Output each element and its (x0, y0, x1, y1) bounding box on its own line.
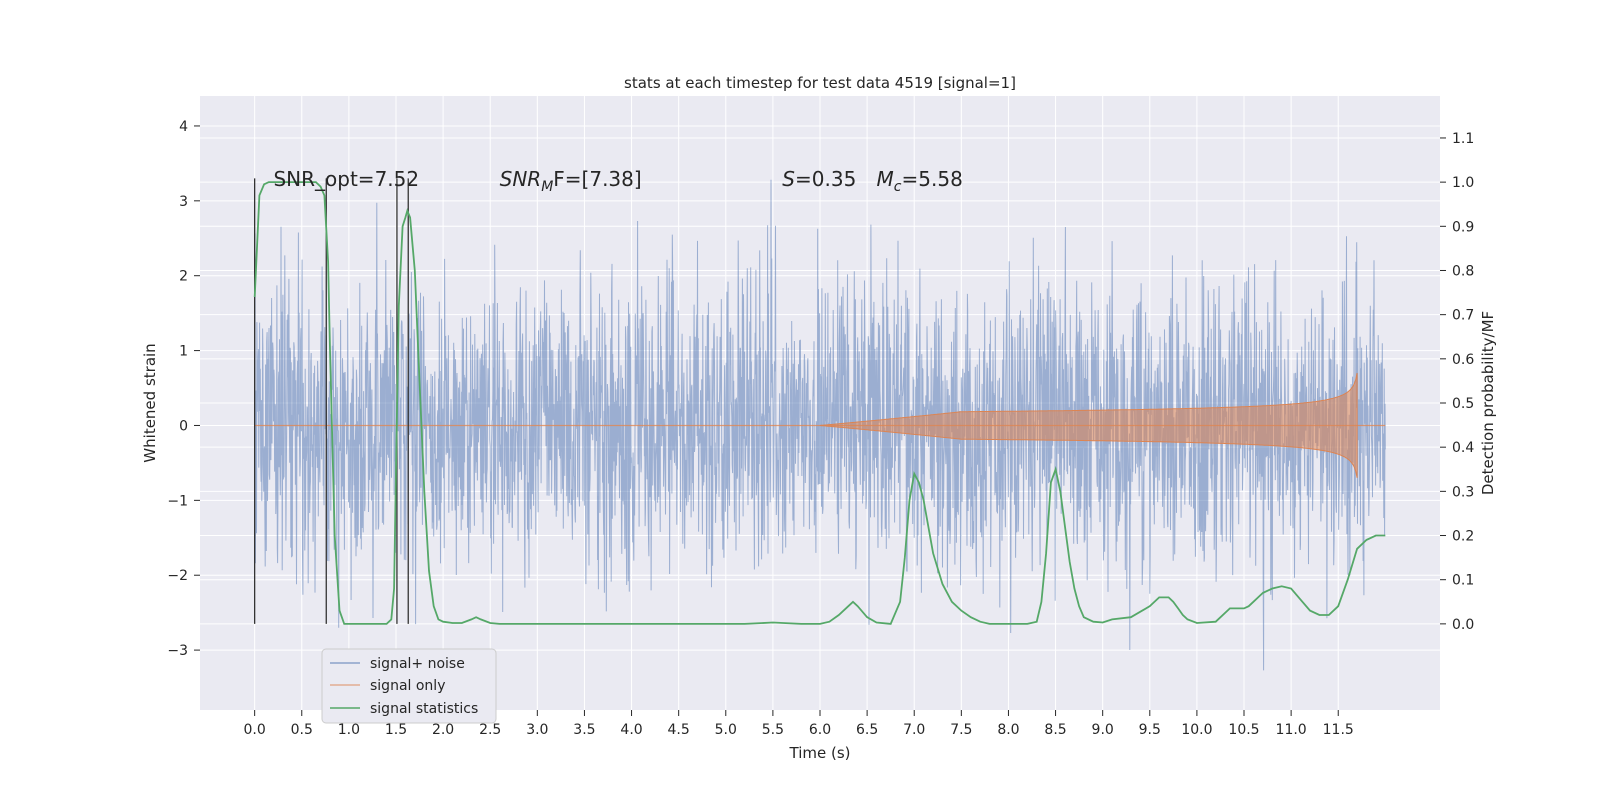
x-tick-label-8: 4.0 (620, 722, 642, 738)
y2-tick-label-11: 1.1 (1452, 131, 1474, 147)
x-tick-label-12: 6.0 (809, 722, 831, 738)
x-tick-label-10: 5.0 (715, 722, 737, 738)
x-axis: 0.0 0.5 1.0 1.5 2.0 2.5 3.0 3.5 4.0 4.5 5.0 5.5 6.0 6… (244, 710, 1354, 738)
signal-series (254, 372, 1386, 479)
x-tick-label-3: 1.5 (385, 722, 407, 738)
x-tick-label-14: 7.0 (903, 722, 925, 738)
y-tick-label-3: 0 (179, 418, 188, 434)
x-tick-label-21: 10.5 (1228, 722, 1259, 738)
x-tick-label-4: 2.0 (432, 722, 454, 738)
chart-title: stats at each timestep for test data 451… (624, 74, 1016, 92)
x-tick-label-19: 9.5 (1139, 722, 1161, 738)
statistics-line (253, 181, 1386, 625)
x-tick-label-1: 0.5 (291, 722, 313, 738)
x-tick-label-2: 1.0 (338, 722, 360, 738)
x-tick-label-5: 2.5 (479, 722, 501, 738)
y2-tick-label-2: 0.2 (1452, 529, 1474, 545)
x-tick-label-22: 11.0 (1276, 722, 1307, 738)
y2-tick-label-8: 0.8 (1452, 263, 1474, 279)
x-tick-label-13: 6.5 (856, 722, 878, 738)
y2-tick-label-10: 1.0 (1452, 175, 1474, 191)
y2-tick-label-0: 0.0 (1452, 617, 1474, 633)
y-tick-label-4: 1 (179, 344, 188, 360)
legend-entry-statistics: signal statistics (370, 701, 478, 717)
y2-tick-label-1: 0.1 (1452, 573, 1474, 589)
annotation-1: SNRMF=[7.38] (500, 167, 642, 195)
x-tick-label-11: 5.5 (762, 722, 784, 738)
legend-entry-signal: signal only (370, 678, 445, 694)
y-axis-right: 0.0 0.1 0.2 0.3 0.4 0.5 0.6 0.7 0.8 0.9 1.0 1.1 (1440, 131, 1474, 633)
legend-box (321, 648, 497, 724)
y-tick-label-1: −2 (167, 568, 188, 584)
annotation-3: Mc=5.58 (877, 167, 963, 195)
vertical-markers (254, 178, 409, 624)
y2-tick-label-6: 0.6 (1452, 352, 1474, 368)
x-axis-label: Time (s) (789, 744, 851, 762)
annotation-0: SNR_opt=7.52 (273, 167, 419, 191)
y2-tick-label-5: 0.5 (1452, 396, 1474, 412)
x-tick-label-20: 10.0 (1181, 722, 1212, 738)
x-tick-label-15: 7.5 (950, 722, 972, 738)
x-tick-label-6: 3.0 (526, 722, 548, 738)
x-tick-label-17: 8.5 (1044, 722, 1066, 738)
y-tick-label-6: 3 (179, 194, 188, 210)
x-tick-label-9: 4.5 (668, 722, 690, 738)
legend: signal+ noise signal only signal statist… (321, 648, 497, 724)
y2-axis-label: Detection probability/MF (1479, 311, 1497, 495)
y-tick-label-5: 2 (179, 269, 188, 285)
y-tick-label-2: −1 (167, 493, 188, 509)
x-tick-label-23: 11.5 (1323, 722, 1354, 738)
y-tick-label-0: −3 (167, 643, 188, 659)
x-tick-label-16: 8.0 (997, 722, 1019, 738)
x-tick-label-18: 9.0 (1092, 722, 1114, 738)
y2-tick-label-3: 0.3 (1452, 484, 1474, 500)
statistics-series (253, 181, 1386, 625)
y2-tick-label-7: 0.7 (1452, 308, 1474, 324)
x-tick-label-0: 0.0 (244, 722, 266, 738)
y-tick-label-7: 4 (179, 119, 188, 135)
y-axis-left: −3 −2 −1 0 1 2 3 4 (167, 119, 200, 659)
annotations: SNR_opt=7.52 SNRMF=[7.38] S=0.35 Mc=5.58 (273, 167, 962, 195)
y-axis-label: Whitened strain (141, 343, 159, 462)
x-tick-label-7: 3.5 (573, 722, 595, 738)
y2-tick-label-4: 0.4 (1452, 440, 1474, 456)
y2-tick-label-9: 0.9 (1452, 219, 1474, 235)
annotation-2: S=0.35 (782, 167, 856, 191)
legend-entry-noise: signal+ noise (370, 656, 465, 672)
